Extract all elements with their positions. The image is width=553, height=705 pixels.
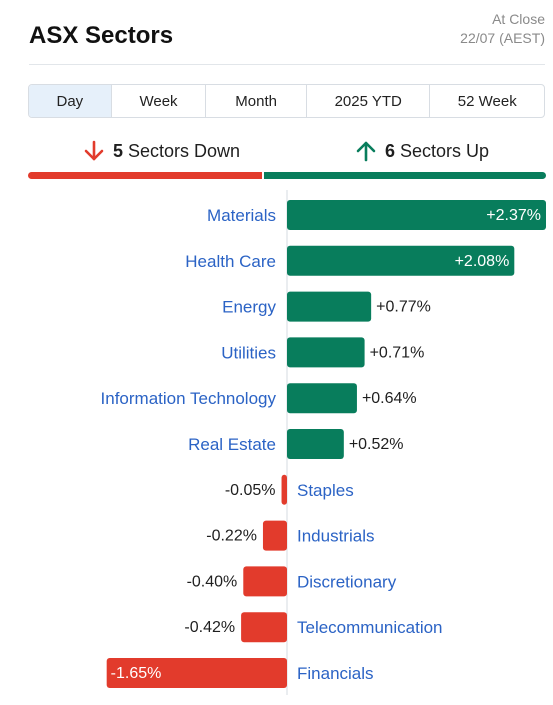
category-label-telecommunication[interactable]: Telecommunication: [297, 618, 443, 637]
bar-energy[interactable]: [287, 291, 372, 322]
bar-discretionary[interactable]: [243, 566, 287, 597]
bar-health-care[interactable]: [287, 245, 515, 276]
bar-telecommunication[interactable]: [241, 612, 287, 643]
tab-day[interactable]: Day: [29, 85, 111, 117]
category-label-health-care[interactable]: Health Care: [185, 252, 276, 271]
bar-real-estate[interactable]: [287, 429, 344, 459]
category-label-information-technology[interactable]: Information Technology: [101, 389, 277, 408]
close-date: 22/07 (AEST): [460, 30, 545, 46]
value-label-staples: -0.05%: [225, 482, 276, 499]
sectors-down-summary: 5 Sectors Down: [83, 140, 240, 162]
tab-52-week[interactable]: 52 Week: [429, 85, 544, 117]
value-label-discretionary: -0.40%: [187, 573, 238, 590]
tab-ytd[interactable]: 2025 YTD: [305, 85, 430, 117]
value-label-real-estate: +0.52%: [349, 436, 404, 453]
tab-month[interactable]: Month: [205, 85, 306, 117]
sector-chart: Materials +2.37% Health Care +2.08% Energy +0…: [101, 190, 546, 695]
value-label-energy: +0.77%: [376, 299, 431, 316]
category-label-discretionary[interactable]: Discretionary: [297, 572, 397, 591]
sectors-down-bar: [28, 172, 262, 179]
bar-information-technology[interactable]: [287, 383, 357, 414]
category-label-materials[interactable]: Materials: [207, 206, 276, 225]
tab-week[interactable]: Week: [110, 85, 206, 117]
value-label-industrials: -0.22%: [206, 528, 257, 545]
bar-staples[interactable]: [281, 474, 287, 505]
value-label-health-care: +2.08%: [455, 253, 510, 270]
arrow-up-icon: [356, 141, 376, 162]
value-label-materials: +2.37%: [486, 207, 541, 224]
category-label-utilities[interactable]: Utilities: [221, 343, 276, 362]
bar-utilities[interactable]: [287, 337, 365, 368]
category-label-staples[interactable]: Staples: [297, 481, 354, 500]
sectors-up-summary: 6 Sectors Up: [355, 140, 489, 162]
value-label-utilities: +0.71%: [370, 344, 425, 361]
sectors-up-bar: [264, 172, 546, 179]
category-label-financials[interactable]: Financials: [297, 664, 374, 683]
bar-financials[interactable]: [106, 658, 287, 688]
sectors-up-count: 6: [385, 140, 396, 161]
value-label-telecommunication: -0.42%: [184, 619, 235, 636]
arrow-down-icon: [84, 140, 104, 161]
value-label-information-technology: +0.64%: [362, 390, 417, 407]
page-title: ASX Sectors: [29, 22, 174, 49]
category-label-industrials[interactable]: Industrials: [297, 527, 374, 546]
close-info: At Close 22/07 (AEST): [460, 10, 545, 48]
bar-industrials[interactable]: [262, 520, 287, 551]
bar-materials[interactable]: [287, 200, 546, 230]
sectors-down-count: 5: [113, 140, 124, 161]
close-label: At Close: [492, 11, 545, 27]
period-tabs: Day Week Month 2025 YTD 52 Week: [28, 84, 545, 118]
category-label-real-estate[interactable]: Real Estate: [188, 435, 276, 454]
sectors-down-text: Sectors Down: [128, 140, 241, 161]
category-label-energy[interactable]: Energy: [222, 298, 276, 317]
sectors-up-text: Sectors Up: [400, 140, 490, 161]
value-label-financials: -1.65%: [111, 665, 162, 682]
header-divider: [29, 64, 545, 65]
